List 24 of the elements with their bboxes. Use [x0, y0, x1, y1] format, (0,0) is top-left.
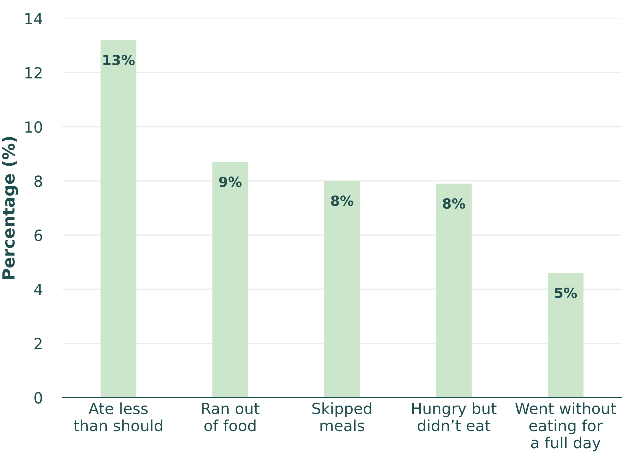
x-tick-label: Skipped meals — [312, 402, 372, 432]
bar — [100, 40, 137, 398]
data-label: 8% — [331, 196, 354, 206]
x-tick-label: Went without eating for a full day — [516, 402, 616, 452]
y-tick-label: 2 — [34, 338, 42, 350]
x-tick-label: Hungry but didn’t eat — [412, 402, 497, 432]
y-tick-label: 4 — [34, 284, 42, 296]
bar — [548, 273, 584, 398]
y-tick-label: 10 — [26, 121, 42, 134]
data-label: 9% — [219, 176, 242, 188]
bar — [436, 184, 472, 398]
y-tick-label: 12 — [26, 67, 42, 79]
x-tick-label: Ate less than should — [74, 402, 162, 432]
y-tick-label: 6 — [34, 230, 42, 242]
data-label: 5% — [555, 288, 578, 298]
bar — [212, 162, 248, 398]
y-tick-label: 14 — [26, 13, 42, 25]
y-tick-label: 8 — [34, 176, 42, 188]
y-axis-title: Percentage (%) — [2, 137, 18, 280]
x-tick-label: Ran out of food — [202, 403, 260, 432]
y-tick-label: 0 — [34, 392, 42, 404]
data-label: 8% — [443, 198, 466, 209]
bar — [324, 181, 360, 398]
data-label: 13% — [104, 54, 135, 66]
